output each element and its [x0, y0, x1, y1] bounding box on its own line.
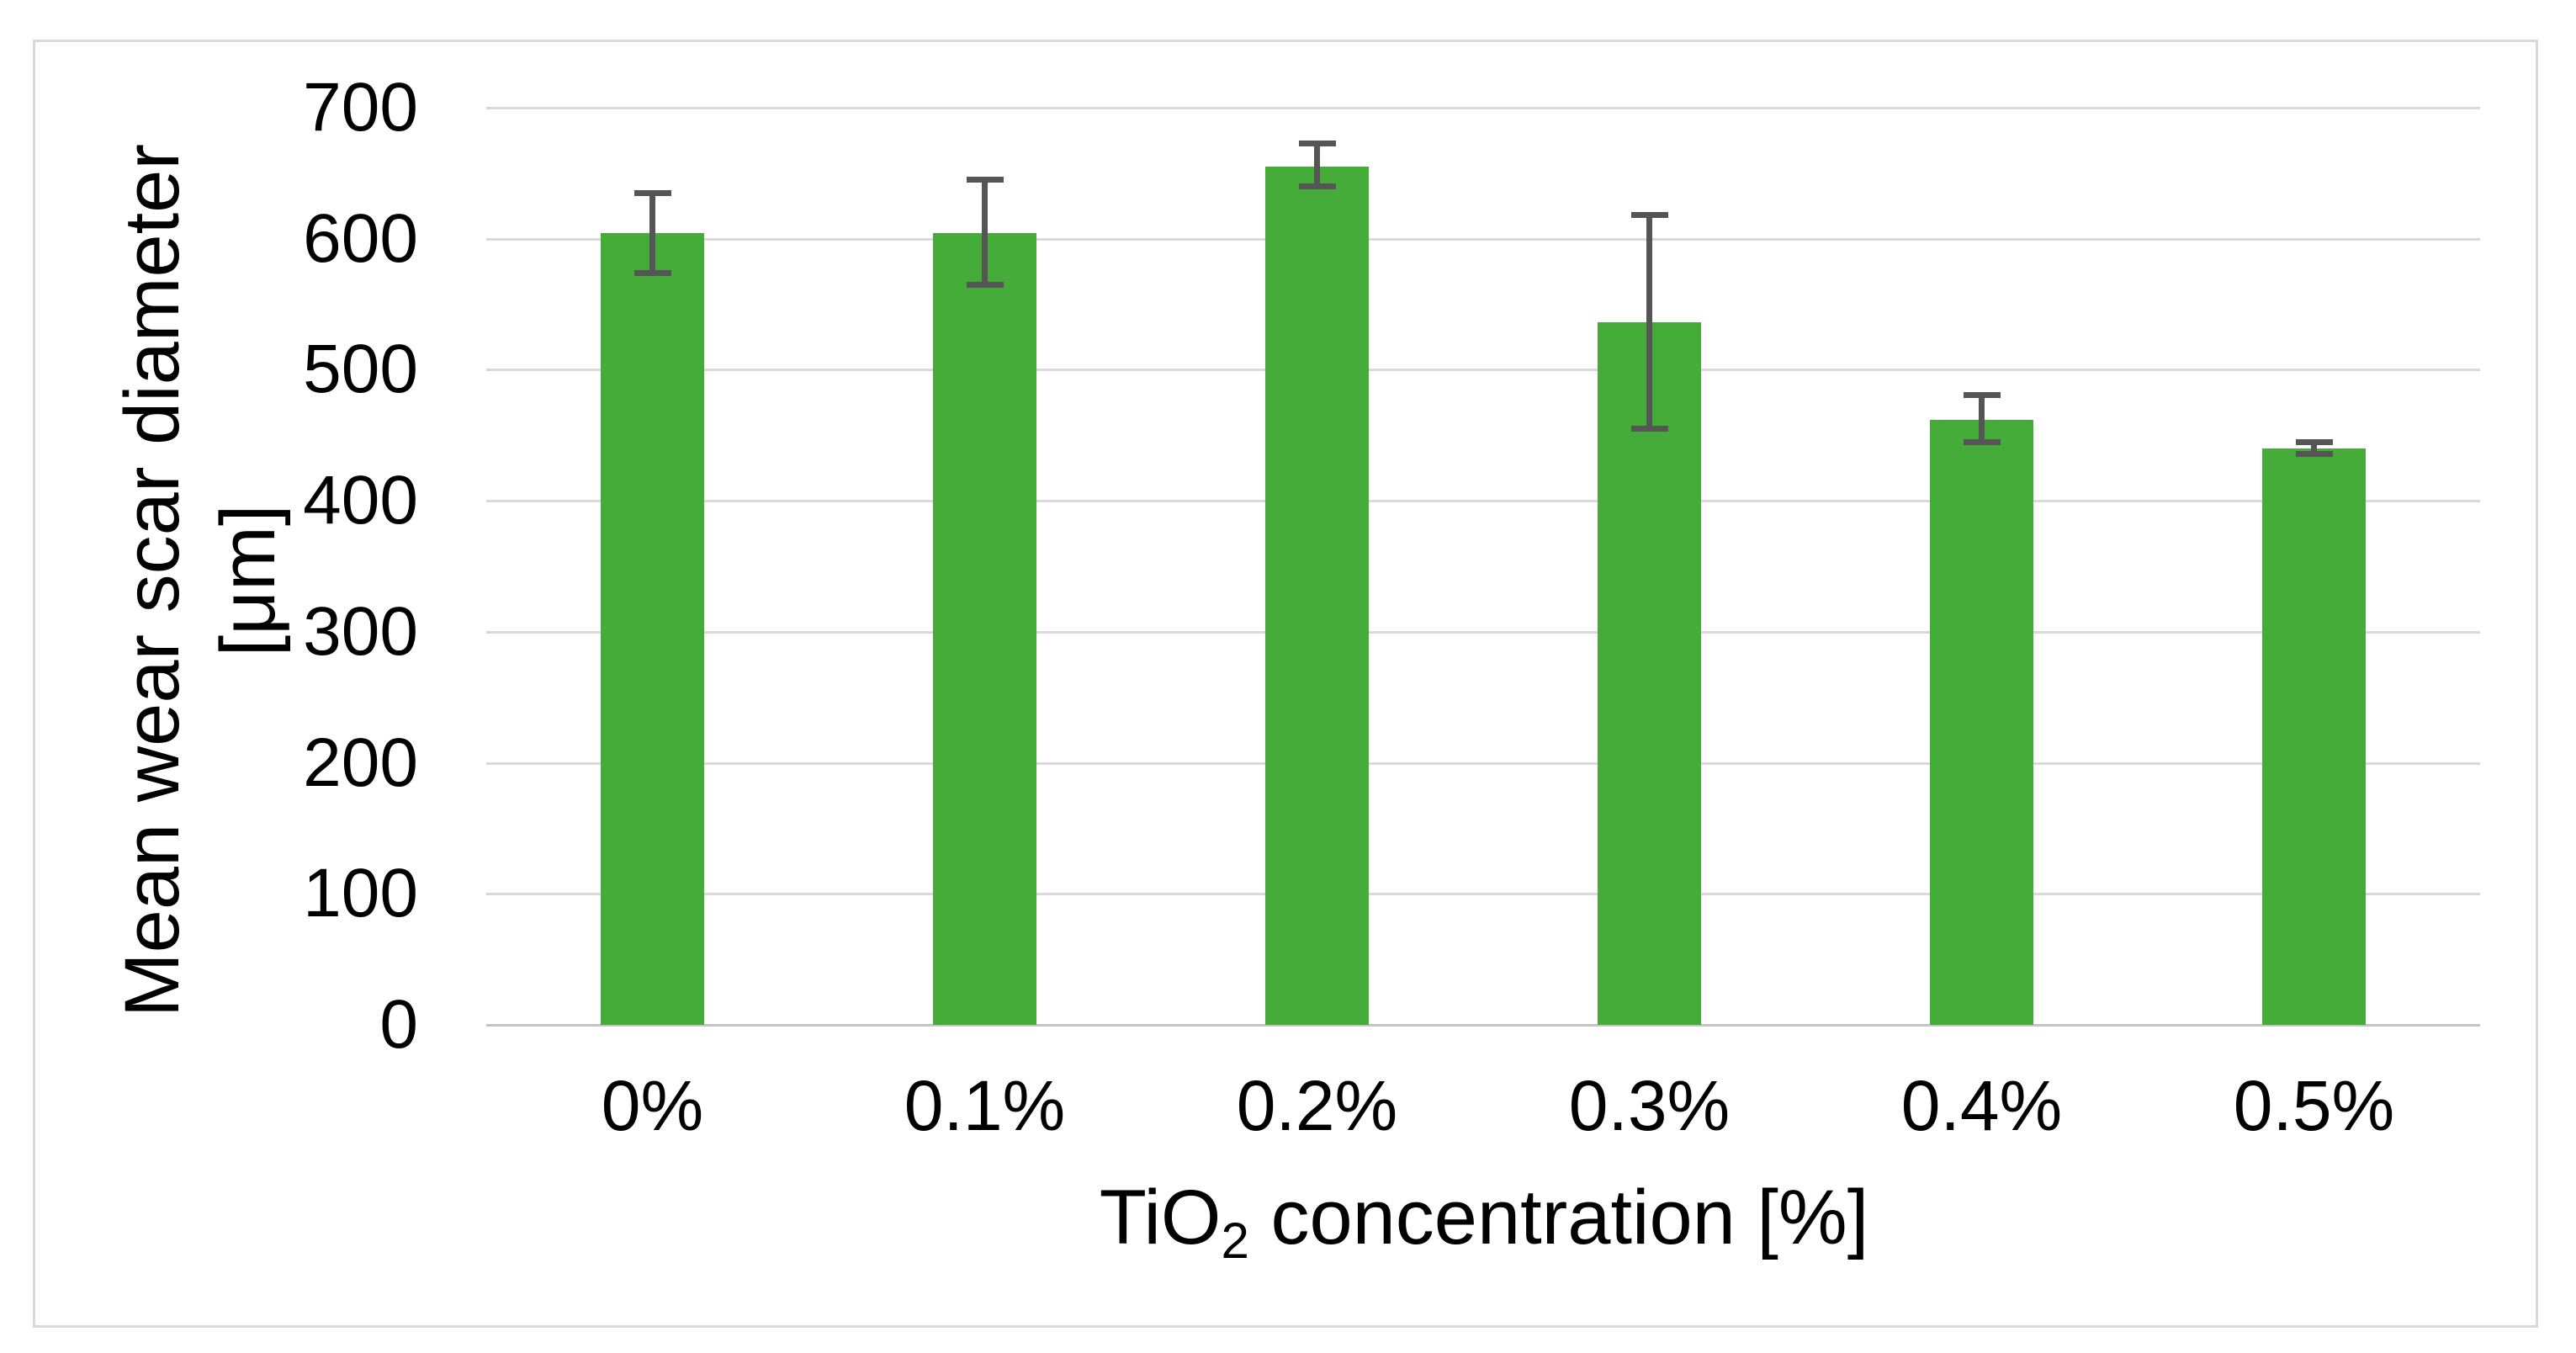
error-bar-0.1% — [982, 179, 988, 285]
bar-0.4% — [1930, 419, 2033, 1025]
y-tick-label-400: 400 — [303, 462, 418, 539]
error-bar-0.4% — [1979, 395, 1985, 443]
bar-0.5% — [2262, 448, 2366, 1025]
x-tick-label-0%: 0% — [601, 1066, 704, 1145]
y-tick-label-300: 300 — [303, 592, 418, 670]
x-axis-title-suffix: concentration [%] — [1248, 1175, 1869, 1260]
gridline-300 — [486, 630, 2480, 634]
gridline-500 — [486, 369, 2480, 372]
y-tick-label-600: 600 — [303, 199, 418, 277]
bar-0.3% — [1598, 322, 1701, 1025]
plot-area — [486, 107, 2480, 1027]
y-axis-title-line2: [μm] — [205, 504, 291, 657]
error-bar-0% — [649, 193, 655, 273]
x-tick-label-0.3%: 0.3% — [1568, 1066, 1731, 1145]
error-bar-0.3% — [1646, 215, 1652, 429]
y-tick-label-100: 100 — [303, 855, 418, 932]
error-cap-top-0.1% — [966, 177, 1004, 183]
error-cap-top-0.3% — [1630, 212, 1668, 219]
x-tick-label-0.4%: 0.4% — [1900, 1066, 2063, 1145]
x-tick-label-0.5%: 0.5% — [2233, 1066, 2395, 1145]
error-bar-0.5% — [2311, 442, 2317, 454]
error-cap-top-0.4% — [1963, 391, 2001, 398]
bar-0.2% — [1265, 167, 1369, 1025]
gridline-100 — [486, 893, 2480, 896]
y-tick-label-200: 200 — [303, 724, 418, 801]
error-cap-top-0.5% — [2295, 438, 2333, 445]
x-axis-title: TiO2 concentration [%] — [1099, 1171, 1869, 1265]
y-axis-title-line1: Mean wear scar diameter — [109, 144, 195, 1017]
error-bar-0.2% — [1314, 143, 1320, 187]
gridline-600 — [486, 237, 2480, 241]
error-cap-bottom-0% — [633, 269, 671, 276]
gridline-200 — [486, 761, 2480, 765]
gridline-400 — [486, 500, 2480, 503]
x-axis-title-subscript: 2 — [1221, 1212, 1249, 1269]
y-tick-label-700: 700 — [303, 69, 418, 146]
gridline-700 — [486, 107, 2480, 109]
error-cap-top-0% — [633, 189, 671, 196]
error-cap-bottom-0.3% — [1630, 426, 1668, 432]
x-tick-label-0.1%: 0.1% — [904, 1066, 1066, 1145]
error-cap-bottom-0.4% — [1963, 438, 2001, 445]
bar-0% — [601, 233, 704, 1025]
y-axis-title: Mean wear scar diameter [μm] — [104, 144, 296, 1017]
x-axis-line — [486, 1024, 2480, 1027]
bar-0.1% — [933, 233, 1036, 1025]
error-cap-bottom-0.1% — [966, 281, 1004, 288]
error-cap-bottom-0.2% — [1298, 183, 1336, 189]
y-tick-label-500: 500 — [303, 331, 418, 408]
x-axis-title-prefix: TiO — [1099, 1175, 1222, 1260]
y-tick-label-0: 0 — [379, 986, 418, 1063]
error-cap-bottom-0.5% — [2295, 450, 2333, 457]
x-tick-label-0.2%: 0.2% — [1236, 1066, 1398, 1145]
error-cap-top-0.2% — [1298, 140, 1336, 146]
